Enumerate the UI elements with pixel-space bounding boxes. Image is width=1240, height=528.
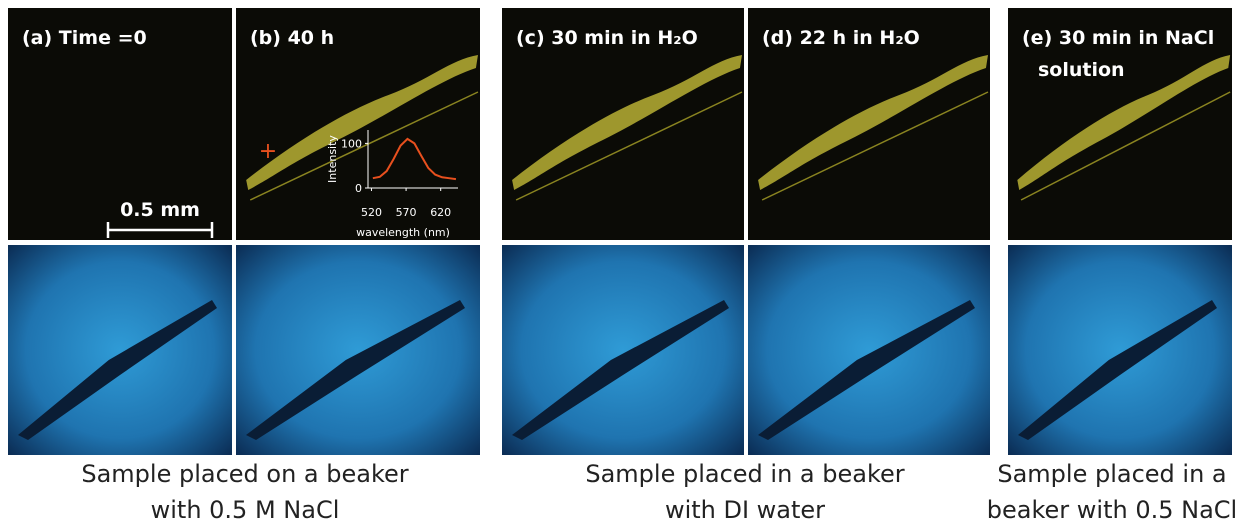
panel-label: (e) 30 min in NaCl [1022, 27, 1214, 49]
panel-label: (d) 22 h in H₂O [762, 27, 920, 49]
x-tick-label: 620 [430, 206, 451, 219]
panel-label: (b) 40 h [250, 27, 334, 49]
caption: Sample placed on a beaker [81, 460, 408, 488]
caption: Sample placed in a beaker [585, 460, 904, 488]
edge-line [761, 91, 989, 201]
panel-label: (a) Time =0 [22, 27, 147, 49]
spectrum-line [372, 137, 457, 181]
sample-crack [246, 300, 465, 440]
fluorescence-image [8, 8, 232, 240]
spot-marker: + [259, 139, 277, 164]
panel: (a) Time =0 [8, 8, 232, 455]
panel-label: (c) 30 min in H₂O [516, 27, 698, 49]
edge-line [249, 91, 479, 201]
fluorescence-streak [246, 55, 478, 190]
caption: with DI water [665, 496, 825, 524]
fluorescence-streak [1017, 55, 1231, 190]
y-axis-label: Intensity [326, 135, 339, 183]
panel-sublabel: solution [1038, 59, 1125, 81]
panel: (c) 30 min in H₂O [502, 8, 744, 455]
x-axis-label: wavelength (nm) [356, 226, 450, 239]
fluorescence-streak [758, 55, 988, 190]
panel: (b) 40 h [236, 8, 480, 455]
y-tick-label: 0 [355, 182, 362, 195]
x-tick-label: 520 [361, 206, 382, 219]
sample-crack [512, 300, 729, 440]
caption: beaker with 0.5 NaCl [987, 496, 1237, 524]
sample-crack [758, 300, 975, 440]
fluorescence-streak [512, 55, 742, 190]
x-tick-label: 570 [396, 206, 417, 219]
y-tick-label: 100 [341, 137, 362, 150]
edge-line [515, 91, 743, 201]
caption: with 0.5 M NaCl [151, 496, 340, 524]
scale-bar-label: 0.5 mm [120, 199, 200, 221]
caption: Sample placed in a [997, 460, 1226, 488]
panel: (e) 30 min in NaCl solution [1008, 8, 1232, 455]
panel: (d) 22 h in H₂O [748, 8, 990, 455]
sample-crack [1018, 300, 1217, 440]
edge-line [1020, 91, 1231, 201]
sample-crack [18, 300, 217, 440]
